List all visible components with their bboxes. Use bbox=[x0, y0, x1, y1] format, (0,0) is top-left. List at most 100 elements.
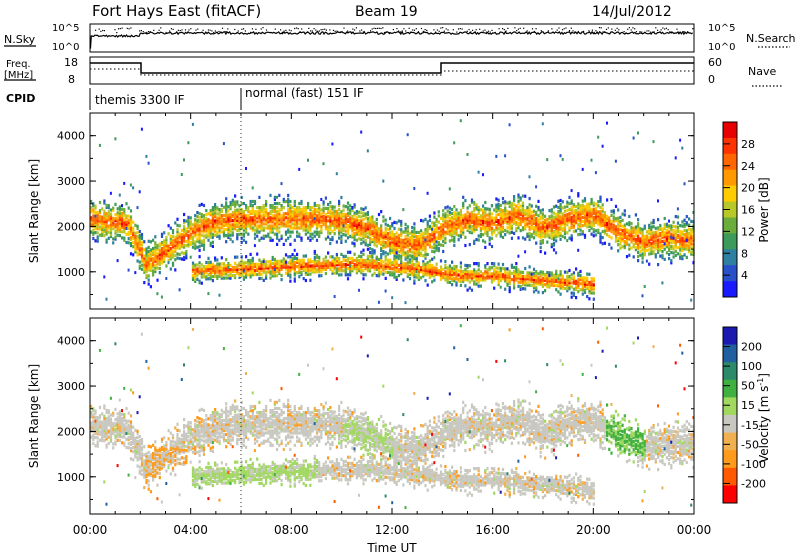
power-cell bbox=[517, 211, 520, 215]
power-cell bbox=[557, 282, 560, 286]
power-cell bbox=[614, 235, 618, 239]
power-cell bbox=[466, 276, 469, 280]
power-cell bbox=[484, 207, 487, 211]
power-cell bbox=[349, 267, 352, 271]
power-cell bbox=[544, 229, 547, 233]
power-cell bbox=[320, 220, 323, 224]
power-cell bbox=[537, 290, 540, 294]
power-cell bbox=[118, 229, 121, 234]
power-cell bbox=[296, 220, 299, 224]
power-cell bbox=[134, 242, 137, 246]
power-cell bbox=[231, 210, 234, 215]
power-cell bbox=[411, 266, 414, 271]
power-cell bbox=[433, 244, 436, 248]
power-cell bbox=[333, 211, 336, 215]
power-cell bbox=[189, 226, 192, 230]
power-cell bbox=[462, 220, 465, 224]
power-cell bbox=[375, 244, 378, 248]
power-cell bbox=[156, 266, 159, 270]
power-cell bbox=[468, 220, 471, 224]
power-cell bbox=[528, 203, 531, 207]
power-cell bbox=[185, 233, 188, 237]
power-cell bbox=[592, 207, 595, 211]
power-cell bbox=[94, 206, 97, 210]
power-cell bbox=[648, 232, 651, 236]
power-cell bbox=[249, 261, 252, 265]
nsearch-dot bbox=[341, 31, 343, 33]
power-cell bbox=[603, 219, 606, 223]
power-cell bbox=[366, 256, 369, 260]
power-cell bbox=[211, 228, 214, 232]
nsearch-dot bbox=[158, 29, 160, 31]
power-cell bbox=[550, 275, 553, 279]
power-cell bbox=[462, 232, 465, 236]
power-cell bbox=[154, 263, 157, 267]
power-cell bbox=[258, 268, 261, 272]
power-cell bbox=[470, 229, 474, 233]
power-cell bbox=[335, 209, 338, 213]
power-cell bbox=[156, 248, 159, 252]
power-cell bbox=[592, 230, 595, 234]
power-cell bbox=[271, 224, 274, 228]
power-cell bbox=[103, 201, 106, 205]
power-cell bbox=[154, 267, 157, 271]
power-cell bbox=[214, 227, 217, 231]
power-cell bbox=[459, 219, 462, 223]
power-cell bbox=[136, 245, 139, 249]
power-cell bbox=[351, 215, 354, 219]
power-cell bbox=[94, 218, 97, 222]
power-cell bbox=[360, 265, 363, 269]
power-cell bbox=[331, 205, 334, 209]
power-cell bbox=[479, 216, 482, 220]
power-cell bbox=[183, 233, 186, 237]
power-cell bbox=[570, 219, 573, 224]
power-cell bbox=[504, 275, 507, 279]
power-cell bbox=[240, 208, 243, 212]
power-cell bbox=[242, 269, 245, 273]
power-cell bbox=[608, 216, 611, 220]
power-cell bbox=[433, 266, 436, 270]
power-cell bbox=[154, 259, 157, 263]
power-cell bbox=[183, 235, 186, 239]
power-cell bbox=[590, 197, 593, 202]
power-cell bbox=[116, 227, 119, 231]
nsearch-dot bbox=[376, 27, 379, 29]
power-cell bbox=[448, 229, 451, 233]
power-cell bbox=[623, 239, 626, 244]
power-cell bbox=[479, 276, 482, 280]
power-cell bbox=[234, 273, 237, 278]
power-cell bbox=[665, 245, 668, 249]
power-cell bbox=[346, 224, 350, 228]
power-cell bbox=[501, 227, 505, 231]
power-cell bbox=[320, 268, 323, 272]
power-cell bbox=[171, 255, 175, 259]
power-cell bbox=[327, 209, 330, 213]
power-cell bbox=[349, 216, 352, 220]
nsearch-dot bbox=[297, 28, 299, 30]
power-cell bbox=[541, 276, 544, 280]
power-cell bbox=[380, 270, 383, 274]
power-cell bbox=[276, 220, 279, 224]
power-cell bbox=[296, 234, 299, 238]
power-cell bbox=[663, 247, 666, 251]
power-cell bbox=[588, 280, 591, 285]
nsearch-dot bbox=[241, 28, 243, 30]
power-cell bbox=[145, 249, 148, 253]
power-cell bbox=[513, 207, 516, 211]
power-cell bbox=[240, 273, 243, 277]
power-cell bbox=[455, 226, 458, 230]
power-cell bbox=[278, 238, 281, 242]
power-cell bbox=[94, 214, 97, 218]
power-cell bbox=[433, 240, 436, 244]
power-cell bbox=[242, 277, 245, 281]
power-cell bbox=[262, 262, 265, 266]
nsearch-dot bbox=[577, 30, 579, 33]
power-cell bbox=[194, 232, 197, 236]
power-cell bbox=[220, 274, 223, 278]
power-cell bbox=[459, 227, 462, 231]
power-cell bbox=[665, 232, 668, 237]
nave-tick-bottom: 0 bbox=[708, 73, 715, 86]
power-cell bbox=[284, 253, 288, 257]
power-cell bbox=[369, 259, 372, 263]
power-cell bbox=[439, 231, 443, 235]
